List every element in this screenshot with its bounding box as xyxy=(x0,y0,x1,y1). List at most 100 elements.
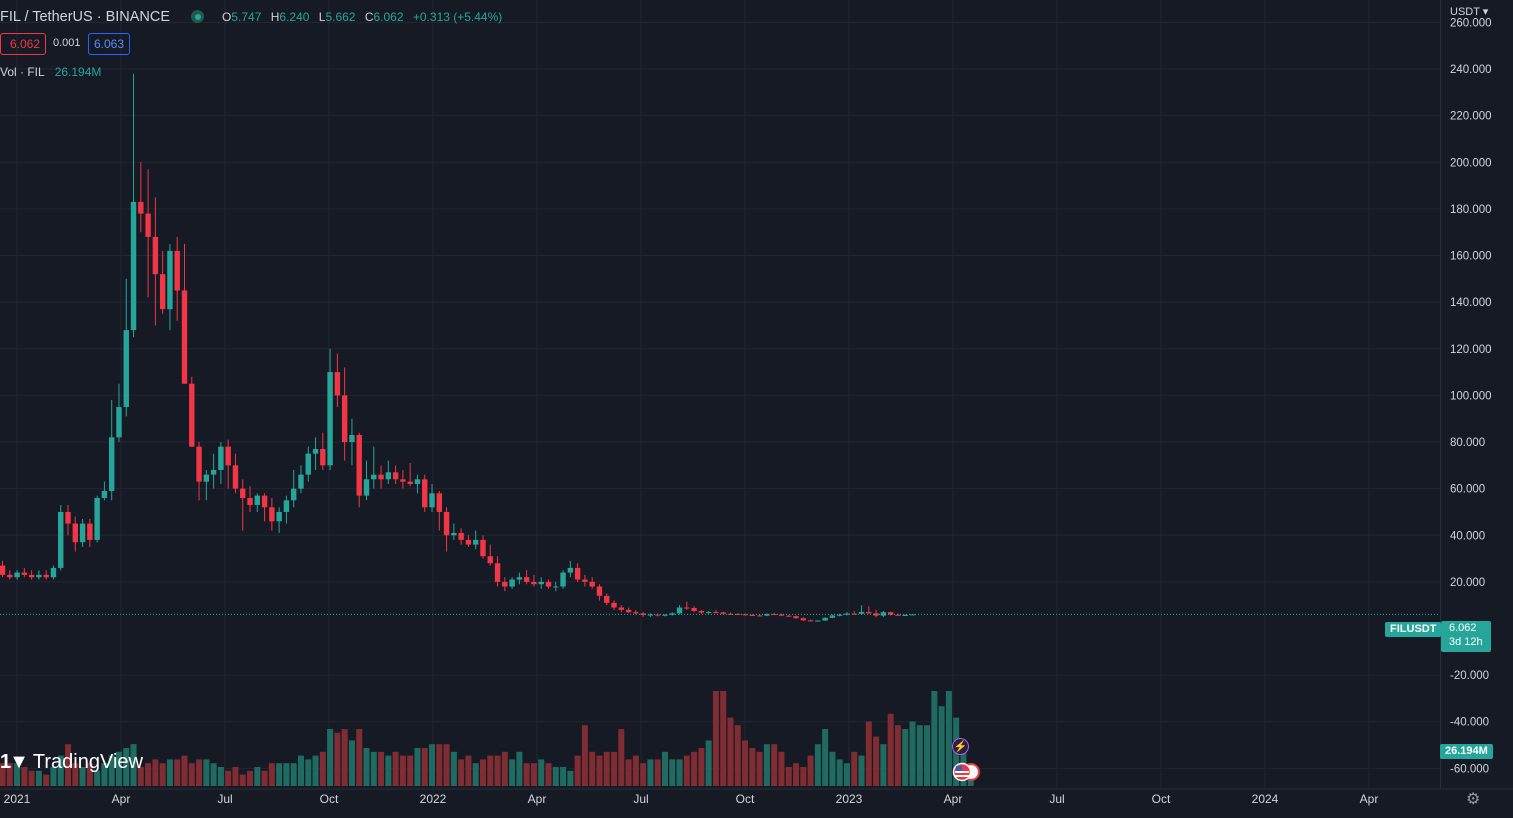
volume-bar xyxy=(57,755,64,786)
candle-body xyxy=(21,572,28,575)
candle-body xyxy=(625,609,632,613)
candle-body xyxy=(618,607,624,610)
volume-bar xyxy=(567,770,574,786)
candle-body xyxy=(174,250,180,291)
volume-bar xyxy=(938,706,945,786)
candle-body xyxy=(567,567,574,573)
candle-body xyxy=(676,607,683,614)
tradingview-logo-icon: 1▼ xyxy=(0,751,29,773)
volume-bar xyxy=(443,744,450,786)
candle-body xyxy=(458,532,464,540)
candle-body xyxy=(58,511,64,568)
candle-body xyxy=(138,201,144,214)
symbol-title[interactable]: FIL / TetherUS · BINANCE xyxy=(0,8,170,25)
volume-bar xyxy=(720,691,727,786)
chart-settings-gear-icon[interactable]: ⚙ xyxy=(1466,791,1481,808)
last-price-value: 6.062 xyxy=(1449,622,1477,634)
volume-legend[interactable]: Vol · FIL 26.194M xyxy=(0,65,101,79)
candle-body xyxy=(778,614,785,616)
sell-button[interactable]: 6.062 xyxy=(0,33,46,55)
volume-bar xyxy=(356,729,363,786)
candle-body xyxy=(480,539,486,557)
us-flag-event-icon[interactable] xyxy=(952,762,980,782)
lightning-event-icon[interactable]: ⚡ xyxy=(952,738,969,755)
volume-bar xyxy=(159,763,166,786)
candle-body xyxy=(327,372,333,466)
candle-body xyxy=(116,407,122,438)
volume-bar xyxy=(312,755,319,786)
volume-bar xyxy=(509,759,516,786)
volume-bar xyxy=(137,767,144,786)
candle-body xyxy=(291,488,297,501)
volume-bar xyxy=(742,740,749,786)
volume-bar xyxy=(632,755,639,786)
volume-bar xyxy=(611,751,618,786)
volume-bar xyxy=(450,751,457,786)
candle-body xyxy=(276,511,282,522)
volume-bar xyxy=(945,691,952,786)
candle-body xyxy=(902,614,908,616)
volume-bar xyxy=(902,729,909,786)
volume-bar xyxy=(560,767,567,786)
volume-bar xyxy=(363,748,370,786)
candle-body xyxy=(414,479,421,484)
candle-body xyxy=(742,614,748,616)
volume-value: 26.194M xyxy=(54,65,102,79)
price-axis-label: 240.000 xyxy=(1450,64,1492,76)
candle-body xyxy=(640,613,646,615)
last-price-box: 6.062 3d 12h xyxy=(1441,621,1491,652)
candle-body xyxy=(516,577,523,580)
candle-body xyxy=(247,497,253,505)
candle-body xyxy=(181,290,188,384)
volume-label: Vol · FIL xyxy=(0,65,45,79)
candle-body xyxy=(800,618,806,621)
candle-body xyxy=(531,581,537,585)
candle-body xyxy=(356,435,362,496)
time-axis-label: 2021 xyxy=(4,792,31,806)
buy-button[interactable]: 6.063 xyxy=(88,33,131,55)
currency-dropdown[interactable]: USDT ▾ xyxy=(1450,6,1489,18)
volume-bar xyxy=(793,763,800,786)
candle-body xyxy=(698,611,705,613)
candle-body xyxy=(655,614,661,616)
volume-bar xyxy=(472,763,479,786)
volume-bar xyxy=(399,755,406,786)
volume-bar xyxy=(698,748,705,786)
candle-body xyxy=(349,435,355,443)
volume-bar xyxy=(145,763,152,786)
volume-bar xyxy=(14,763,21,786)
tradingview-watermark[interactable]: 1▼ TradingView xyxy=(0,751,143,774)
candle-body xyxy=(392,472,399,480)
volume-bar xyxy=(727,717,734,786)
candle-body xyxy=(837,614,843,616)
candle-body xyxy=(400,479,406,482)
time-axis-label: Oct xyxy=(736,792,755,806)
volume-bar xyxy=(924,725,931,786)
volume-bar xyxy=(72,763,79,786)
price-axis-label: -20.000 xyxy=(1450,670,1489,682)
candle-body xyxy=(109,437,115,491)
price-axis-label: 180.000 xyxy=(1450,204,1492,216)
volume-bar xyxy=(574,755,581,786)
candle-body xyxy=(509,579,515,587)
volume-bar xyxy=(800,767,807,786)
volume-bar xyxy=(523,763,530,786)
price-axis-label: 40.000 xyxy=(1450,530,1485,542)
ohlc-legend: O5.747 H6.240 L5.662 C6.062 +0.313 (+5.4… xyxy=(222,10,508,24)
candle-body xyxy=(218,446,224,470)
candle-body xyxy=(0,565,6,575)
candle-body xyxy=(269,507,275,522)
volume-bar xyxy=(763,744,770,786)
candle-body xyxy=(880,612,887,616)
candle-body xyxy=(225,446,231,466)
candle-body xyxy=(611,602,617,608)
volume-bar xyxy=(370,751,377,786)
volume-bar xyxy=(712,691,719,786)
candle-body xyxy=(574,567,581,580)
low-key: L xyxy=(318,10,326,24)
price-axis-label: 220.000 xyxy=(1450,111,1492,123)
volume-bar xyxy=(174,759,181,786)
close-key: C xyxy=(364,10,374,24)
volume-bar xyxy=(414,748,421,786)
